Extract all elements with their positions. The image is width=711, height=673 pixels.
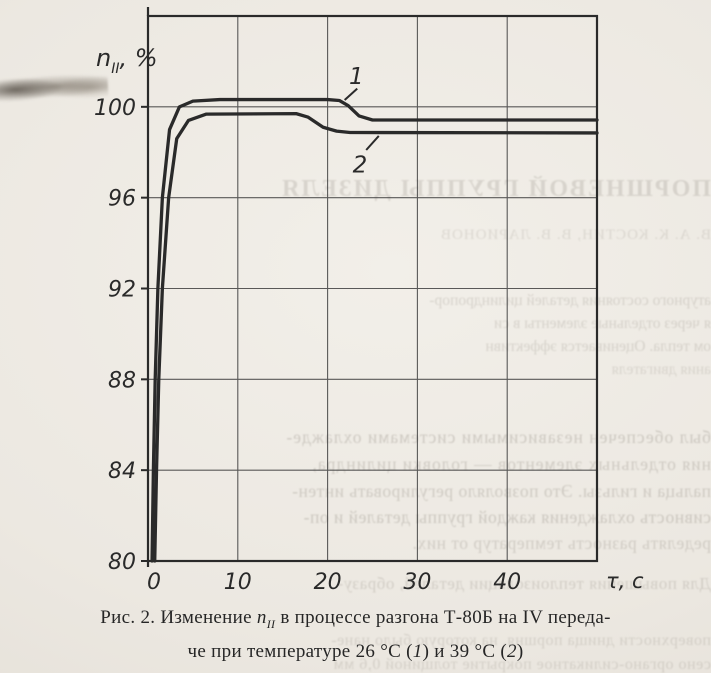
figure-caption: Рис. 2. Изменение nII в процессе разгона… <box>0 604 711 666</box>
caption-curve2-ref: 2 <box>507 640 517 662</box>
gridlines <box>148 16 597 561</box>
y-tick-label: 80 <box>108 550 136 575</box>
x-axis-label: τ, с <box>606 569 644 593</box>
x-tick-label: 0 <box>147 570 161 595</box>
x-tick-label: 10 <box>224 570 252 595</box>
caption-text: в процессе разгона Т-80Б на IV переда- <box>275 607 611 628</box>
curve-1-leader <box>343 87 358 101</box>
caption-text: ) и 39 °С ( <box>422 640 508 662</box>
y-axis-ticks: 80 84 88 92 96 100 <box>94 96 148 575</box>
y-axis-label: nII, % <box>96 44 158 77</box>
x-tick-label: 20 <box>314 570 342 595</box>
y-tick-label: 100 <box>94 96 136 121</box>
figure-2-acceleration-chart: 80 84 88 92 96 100 0 10 20 30 40 τ, с nII, % 1 2 <box>94 7 644 595</box>
caption-curve1-ref: 1 <box>412 640 423 662</box>
caption-variable: nII <box>256 607 276 631</box>
curve-2-leader <box>365 135 380 151</box>
x-axis-ticks: 0 10 20 30 40 <box>147 570 521 595</box>
y-tick-label: 84 <box>108 459 136 484</box>
figure-caption-line1: Рис. 2. Изменение nII в процессе разгона… <box>28 604 683 638</box>
curve-1 <box>150 97 599 563</box>
curve-2 <box>153 111 599 563</box>
plot-frame <box>146 7 599 567</box>
caption-text: Рис. 2. Изменение <box>100 607 257 628</box>
caption-text: ) <box>516 640 524 662</box>
curve-2-label: 2 <box>353 153 368 179</box>
x-tick-label: 30 <box>403 570 431 595</box>
y-tick-label: 92 <box>108 278 136 303</box>
y-tick-label: 88 <box>108 368 136 393</box>
x-tick-label: 40 <box>493 570 521 595</box>
y-tick-label: 96 <box>108 187 136 212</box>
figure-caption-line2: че при температуре 26 °С (1) и 39 °С (2) <box>28 638 683 666</box>
curve-1-label: 1 <box>349 64 364 90</box>
caption-text: че при температуре 26 °С ( <box>187 640 413 662</box>
